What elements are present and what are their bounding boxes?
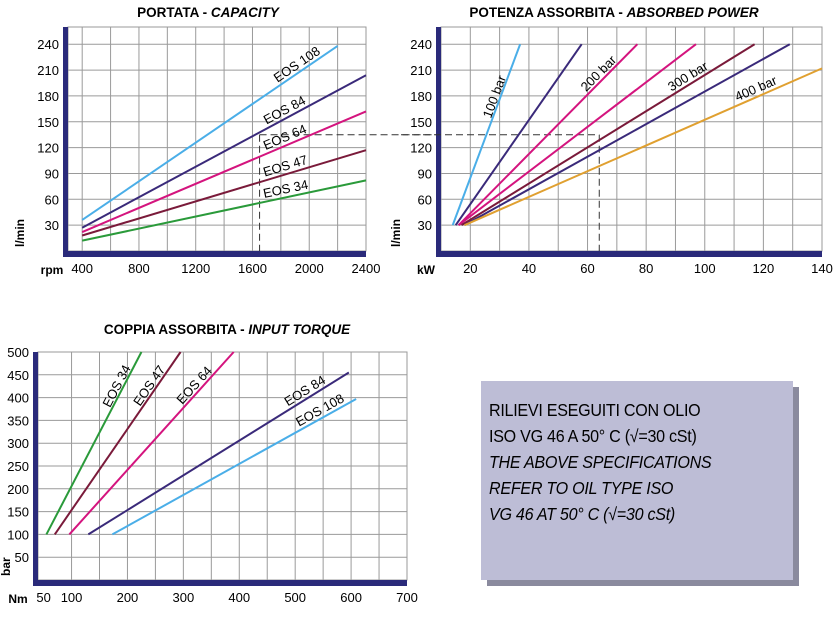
- y-tick-label: 150: [7, 505, 29, 520]
- series-line-3: [68, 351, 235, 536]
- x-tick-label: 50: [36, 590, 50, 605]
- y-tick-label: 250: [7, 459, 29, 474]
- y-axis-bar: [436, 27, 441, 257]
- y-tick-label: 150: [410, 115, 432, 130]
- x-tick-label: 120: [753, 261, 775, 276]
- y-tick-label: 30: [45, 218, 59, 233]
- series-line-1: [45, 351, 143, 535]
- series-line-2: [53, 351, 182, 535]
- note-line-4: REFER TO OIL TYPE ISO: [489, 478, 674, 498]
- y-tick-label: 90: [418, 166, 432, 181]
- series-line-1: [81, 45, 339, 221]
- x-tick-label: 60: [580, 261, 594, 276]
- x-tick-label: 1600: [238, 261, 267, 276]
- y-tick-label: 60: [45, 192, 59, 207]
- series-line-4: [457, 43, 697, 226]
- x-tick-label: 2000: [295, 261, 324, 276]
- y-tick-label: 450: [7, 368, 29, 383]
- y-tick-label: 240: [37, 37, 59, 52]
- y-tick-label: 180: [410, 89, 432, 104]
- note-line-5: VG 46 AT 50° C (√=30 cSt): [489, 504, 675, 524]
- series-line-5: [111, 398, 357, 536]
- x-tick-label: 40: [522, 261, 536, 276]
- y-tick-label: 210: [37, 63, 59, 78]
- y-tick-label: 180: [37, 89, 59, 104]
- x-tick-label: 200: [117, 590, 139, 605]
- x-tick-label: 400: [71, 261, 93, 276]
- x-tick-label: 100: [694, 261, 716, 276]
- chart-title-italic: CAPACITY: [211, 5, 281, 20]
- note-line-2: ISO VG 46 A 50° C (√=30 cSt): [489, 426, 697, 446]
- series-line-4: [87, 371, 350, 536]
- x-tick-label: 300: [173, 590, 195, 605]
- chart-title-italic: INPUT TORQUE: [248, 322, 351, 337]
- x-tick-label: 2400: [352, 261, 381, 276]
- y-tick-label: 500: [7, 345, 29, 360]
- x-tick-label: 700: [396, 590, 418, 605]
- y-tick-label: 60: [418, 192, 432, 207]
- x-axis-label: kW: [417, 263, 436, 277]
- series-line-7: [464, 67, 823, 227]
- x-tick-label: 80: [639, 261, 653, 276]
- x-axis-bar: [63, 251, 366, 257]
- plot-area: [67, 26, 367, 252]
- y-tick-label: 120: [37, 141, 59, 156]
- y-axis-label: bar: [0, 557, 13, 576]
- chart-title-main: COPPIA ASSORBITA -: [104, 322, 249, 337]
- x-axis-label: rpm: [41, 263, 64, 277]
- x-axis-label: Nm: [8, 592, 27, 606]
- chart-title: PORTATA - CAPACITY: [137, 5, 281, 20]
- y-tick-label: 200: [7, 482, 29, 497]
- x-axis-bar: [33, 580, 407, 586]
- y-tick-label: 30: [418, 218, 432, 233]
- x-tick-label: 100: [61, 590, 83, 605]
- x-tick-label: 400: [228, 590, 250, 605]
- x-tick-label: 140: [811, 261, 833, 276]
- x-tick-label: 1200: [181, 261, 210, 276]
- chart-title: COPPIA ASSORBITA - INPUT TORQUE: [104, 322, 351, 337]
- series-line-6: [463, 43, 791, 227]
- y-axis-bar: [33, 352, 38, 586]
- series-line-4: [81, 149, 367, 237]
- series-line-2: [454, 43, 583, 226]
- note-line-1: RILIEVI ESEGUITI CON OLIO: [489, 400, 701, 420]
- y-tick-label: 240: [410, 37, 432, 52]
- y-tick-label: 50: [15, 550, 29, 565]
- y-axis-label: l/min: [389, 219, 403, 247]
- chart-title: POTENZA ASSORBITA - ABSORBED POWER: [469, 5, 759, 20]
- series-line-1: [451, 43, 522, 226]
- x-tick-label: 600: [340, 590, 362, 605]
- y-tick-label: 100: [7, 527, 29, 542]
- chart-title-italic: ABSORBED POWER: [626, 5, 759, 20]
- y-tick-label: 350: [7, 413, 29, 428]
- series-line-3: [457, 43, 639, 226]
- chart-title-main: PORTATA -: [137, 5, 211, 20]
- y-tick-label: 300: [7, 436, 29, 451]
- y-tick-label: 400: [7, 391, 29, 406]
- plot-area: [440, 26, 823, 252]
- y-tick-label: 90: [45, 166, 59, 181]
- x-tick-label: 800: [128, 261, 150, 276]
- series-line-5: [460, 43, 756, 227]
- series-line-3: [81, 110, 367, 233]
- oil-specification-note: RILIEVI ESEGUITI CON OLIO ISO VG 46 A 50…: [481, 381, 793, 580]
- y-tick-label: 210: [410, 63, 432, 78]
- y-tick-label: 120: [410, 141, 432, 156]
- y-tick-label: 150: [37, 115, 59, 130]
- x-tick-label: 500: [284, 590, 306, 605]
- series-line-2: [81, 74, 367, 229]
- y-axis-label: l/min: [13, 219, 27, 247]
- y-axis-bar: [63, 27, 68, 257]
- chart-title-main: POTENZA ASSORBITA -: [469, 5, 626, 20]
- x-tick-label: 20: [463, 261, 477, 276]
- x-axis-bar: [436, 251, 822, 257]
- series-line-5: [81, 179, 367, 242]
- note-line-3: THE ABOVE SPECIFICATIONS: [489, 452, 712, 472]
